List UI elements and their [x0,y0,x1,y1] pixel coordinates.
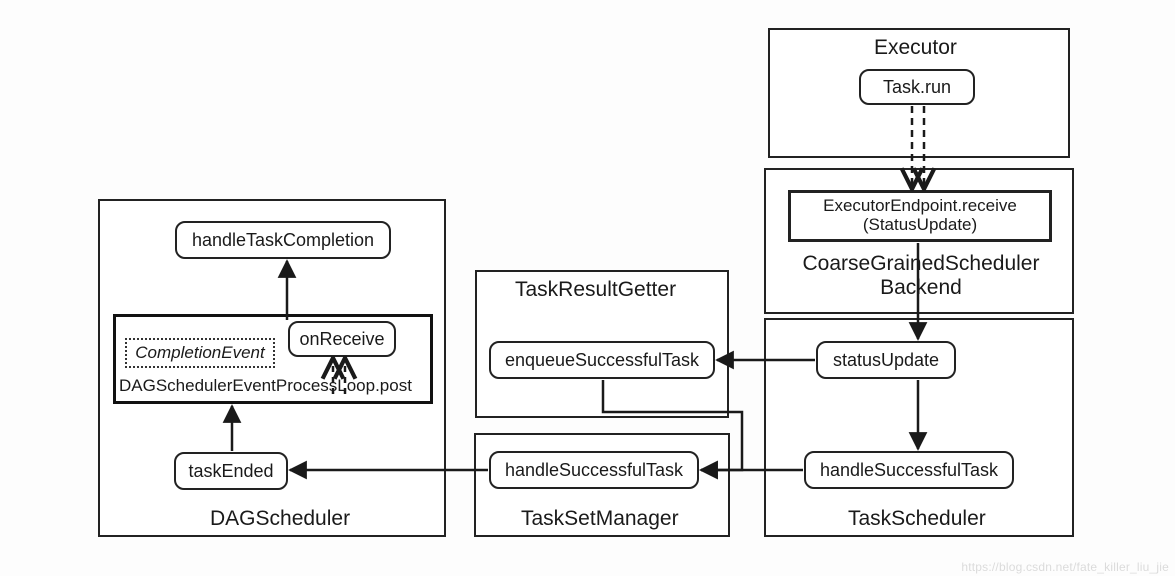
container-taskresultgetter-title: TaskResultGetter [515,278,676,302]
label-dag-loop-post: DAGSchedulerEventProcessLoop.post [119,376,412,396]
node-executor-endpoint-receive-line2: (StatusUpdate) [863,216,977,235]
node-executor-endpoint-receive-line1: ExecutorEndpoint.receive [823,197,1017,216]
node-task-ended: taskEnded [174,452,288,490]
container-executor-title: Executor [874,36,957,60]
container-dagscheduler-title: DAGScheduler [210,507,350,531]
container-backend-title-line1: CoarseGrainedScheduler [803,252,1040,275]
container-backend-title-line2: Backend [880,276,962,299]
container-backend-title: CoarseGrainedScheduler Backend [790,252,1052,300]
node-status-update: statusUpdate [816,341,956,379]
node-on-receive: onReceive [288,321,396,357]
node-completion-event: CompletionEvent [125,338,275,368]
node-handle-successful-task-tsm: handleSuccessfulTask [489,451,699,489]
node-handle-task-completion: handleTaskCompletion [175,221,391,259]
watermark: https://blog.csdn.net/fate_killer_liu_ji… [961,560,1169,574]
container-taskscheduler-title: TaskScheduler [848,507,986,531]
node-task-run: Task.run [859,69,975,105]
container-tasksetmanager-title: TaskSetManager [521,507,679,531]
node-enqueue-successful-task: enqueueSuccessfulTask [489,341,715,379]
node-executor-endpoint-receive: ExecutorEndpoint.receive (StatusUpdate) [788,190,1052,242]
node-handle-successful-task-tsched: handleSuccessfulTask [804,451,1014,489]
